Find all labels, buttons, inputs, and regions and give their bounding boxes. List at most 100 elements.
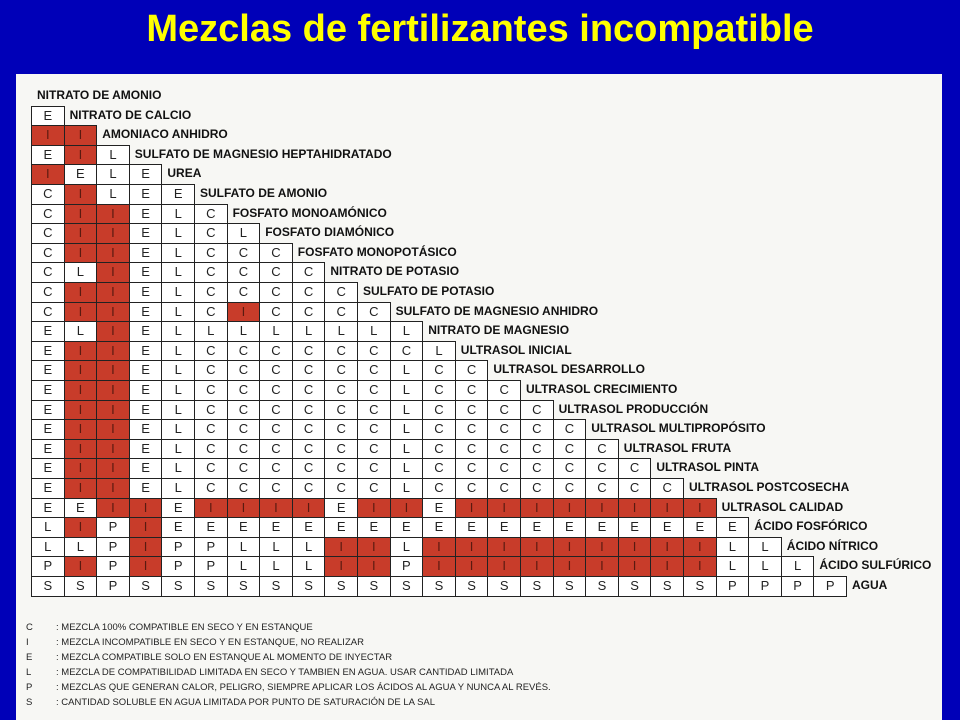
compat-cell: L — [389, 380, 424, 401]
compat-cell: I — [454, 536, 489, 558]
compat-cell: L — [291, 556, 326, 577]
compat-cell: E — [31, 340, 65, 362]
compat-cell: I — [96, 301, 130, 323]
compat-cell: S — [128, 576, 163, 597]
compat-cell: C — [422, 478, 456, 499]
compat-cell: C — [357, 360, 391, 381]
compat-cell: L — [161, 458, 195, 479]
legend-code: I — [26, 637, 29, 648]
legend-text: : MEZCLA COMPATIBLE SOLO EN ESTANQUE AL … — [56, 652, 393, 663]
compat-cell: I — [226, 301, 261, 323]
compat-cell: I — [96, 399, 130, 421]
compat-cell: C — [31, 242, 65, 264]
compat-cell: I — [31, 125, 65, 146]
page-title: Mezclas de fertilizantes incompatible — [146, 8, 814, 50]
compat-cell: C — [259, 262, 293, 283]
compat-cell: L — [161, 399, 195, 421]
compat-cell: P — [194, 536, 228, 558]
compat-cell: C — [226, 282, 261, 303]
compat-cell: S — [63, 576, 98, 597]
compat-cell: E — [31, 399, 65, 421]
compat-cell: I — [96, 242, 130, 264]
compat-cell: I — [389, 497, 424, 519]
compat-cell: C — [291, 282, 326, 303]
fertilizer-label: ULTRASOL CRECIMIENTO — [526, 382, 678, 396]
compat-cell: E — [324, 497, 358, 519]
compat-cell: C — [291, 419, 326, 440]
compat-cell: L — [161, 242, 195, 264]
compat-cell: I — [63, 242, 98, 264]
compat-cell: I — [617, 536, 652, 558]
compat-cell: C — [454, 380, 489, 401]
compat-cell: E — [128, 301, 163, 323]
compat-cell: C — [324, 282, 358, 303]
compat-cell: E — [291, 517, 326, 538]
compat-cell: I — [96, 360, 130, 381]
compat-cell: L — [748, 536, 782, 558]
legend-code: C — [26, 622, 33, 633]
compat-cell: C — [357, 301, 391, 323]
compat-cell: L — [389, 321, 424, 342]
fertilizer-label: FOSFATO MONOAMÓNICO — [232, 205, 387, 220]
fertilizer-label: SULFATO DE AMONIO — [200, 186, 328, 200]
compat-cell: E — [161, 517, 195, 538]
compat-cell: L — [161, 282, 195, 303]
compat-cell: C — [454, 419, 489, 440]
compat-cell: L — [63, 262, 98, 283]
compat-cell: S — [585, 576, 619, 597]
compat-cell: P — [161, 556, 195, 577]
compat-cell: L — [63, 321, 98, 342]
compat-cell: I — [63, 380, 98, 401]
compat-cell: I — [650, 536, 684, 558]
compat-cell: E — [128, 340, 163, 362]
compat-cell: I — [128, 556, 163, 577]
compat-cell: I — [63, 517, 98, 538]
fertilizer-label: ÁCIDO SULFÚRICO — [819, 558, 932, 573]
compat-cell: C — [194, 282, 228, 303]
fertilizer-label: AGUA — [852, 578, 888, 592]
compat-cell: L — [259, 536, 293, 558]
compat-cell: C — [226, 242, 261, 264]
compat-cell: L — [226, 536, 261, 558]
compat-cell: C — [585, 438, 619, 460]
compat-cell: I — [520, 556, 554, 577]
compat-cell: L — [715, 556, 750, 577]
compat-cell: S — [291, 576, 326, 597]
compat-cell: L — [389, 478, 424, 499]
compat-cell: C — [324, 380, 358, 401]
compat-cell: I — [617, 556, 652, 577]
compat-cell: I — [487, 536, 521, 558]
fertilizer-label: ULTRASOL MULTIPROPÓSITO — [591, 421, 766, 436]
compat-cell: I — [63, 223, 98, 244]
compat-cell: C — [259, 242, 293, 264]
compat-cell: I — [128, 497, 163, 519]
legend-code: P — [26, 682, 33, 693]
compat-cell: C — [357, 478, 391, 499]
compat-cell: I — [63, 458, 98, 479]
compat-cell: I — [585, 536, 619, 558]
compat-cell: I — [487, 497, 521, 519]
compat-cell: I — [357, 556, 391, 577]
compat-cell: I — [194, 497, 228, 519]
compat-cell: L — [259, 321, 293, 342]
fertilizer-label: ULTRASOL PINTA — [656, 460, 760, 475]
legend-code: E — [26, 652, 33, 663]
compat-cell: C — [259, 438, 293, 460]
compat-cell: L — [389, 438, 424, 460]
compat-cell: S — [259, 576, 293, 597]
compat-cell: C — [585, 458, 619, 479]
compat-cell: C — [194, 380, 228, 401]
compat-cell: I — [63, 419, 98, 440]
compat-cell: P — [389, 556, 424, 577]
compat-cell: I — [96, 497, 130, 519]
compat-cell: I — [259, 497, 293, 519]
compat-cell: L — [161, 380, 195, 401]
compat-cell: E — [31, 321, 65, 342]
compat-cell: P — [161, 536, 195, 558]
compat-cell: E — [161, 184, 195, 205]
fertilizer-label: ULTRASOL POSTCOSECHA — [689, 480, 850, 494]
compat-cell: C — [454, 478, 489, 499]
compat-cell: C — [454, 438, 489, 460]
compat-cell: S — [617, 576, 652, 597]
compat-cell: E — [128, 380, 163, 401]
